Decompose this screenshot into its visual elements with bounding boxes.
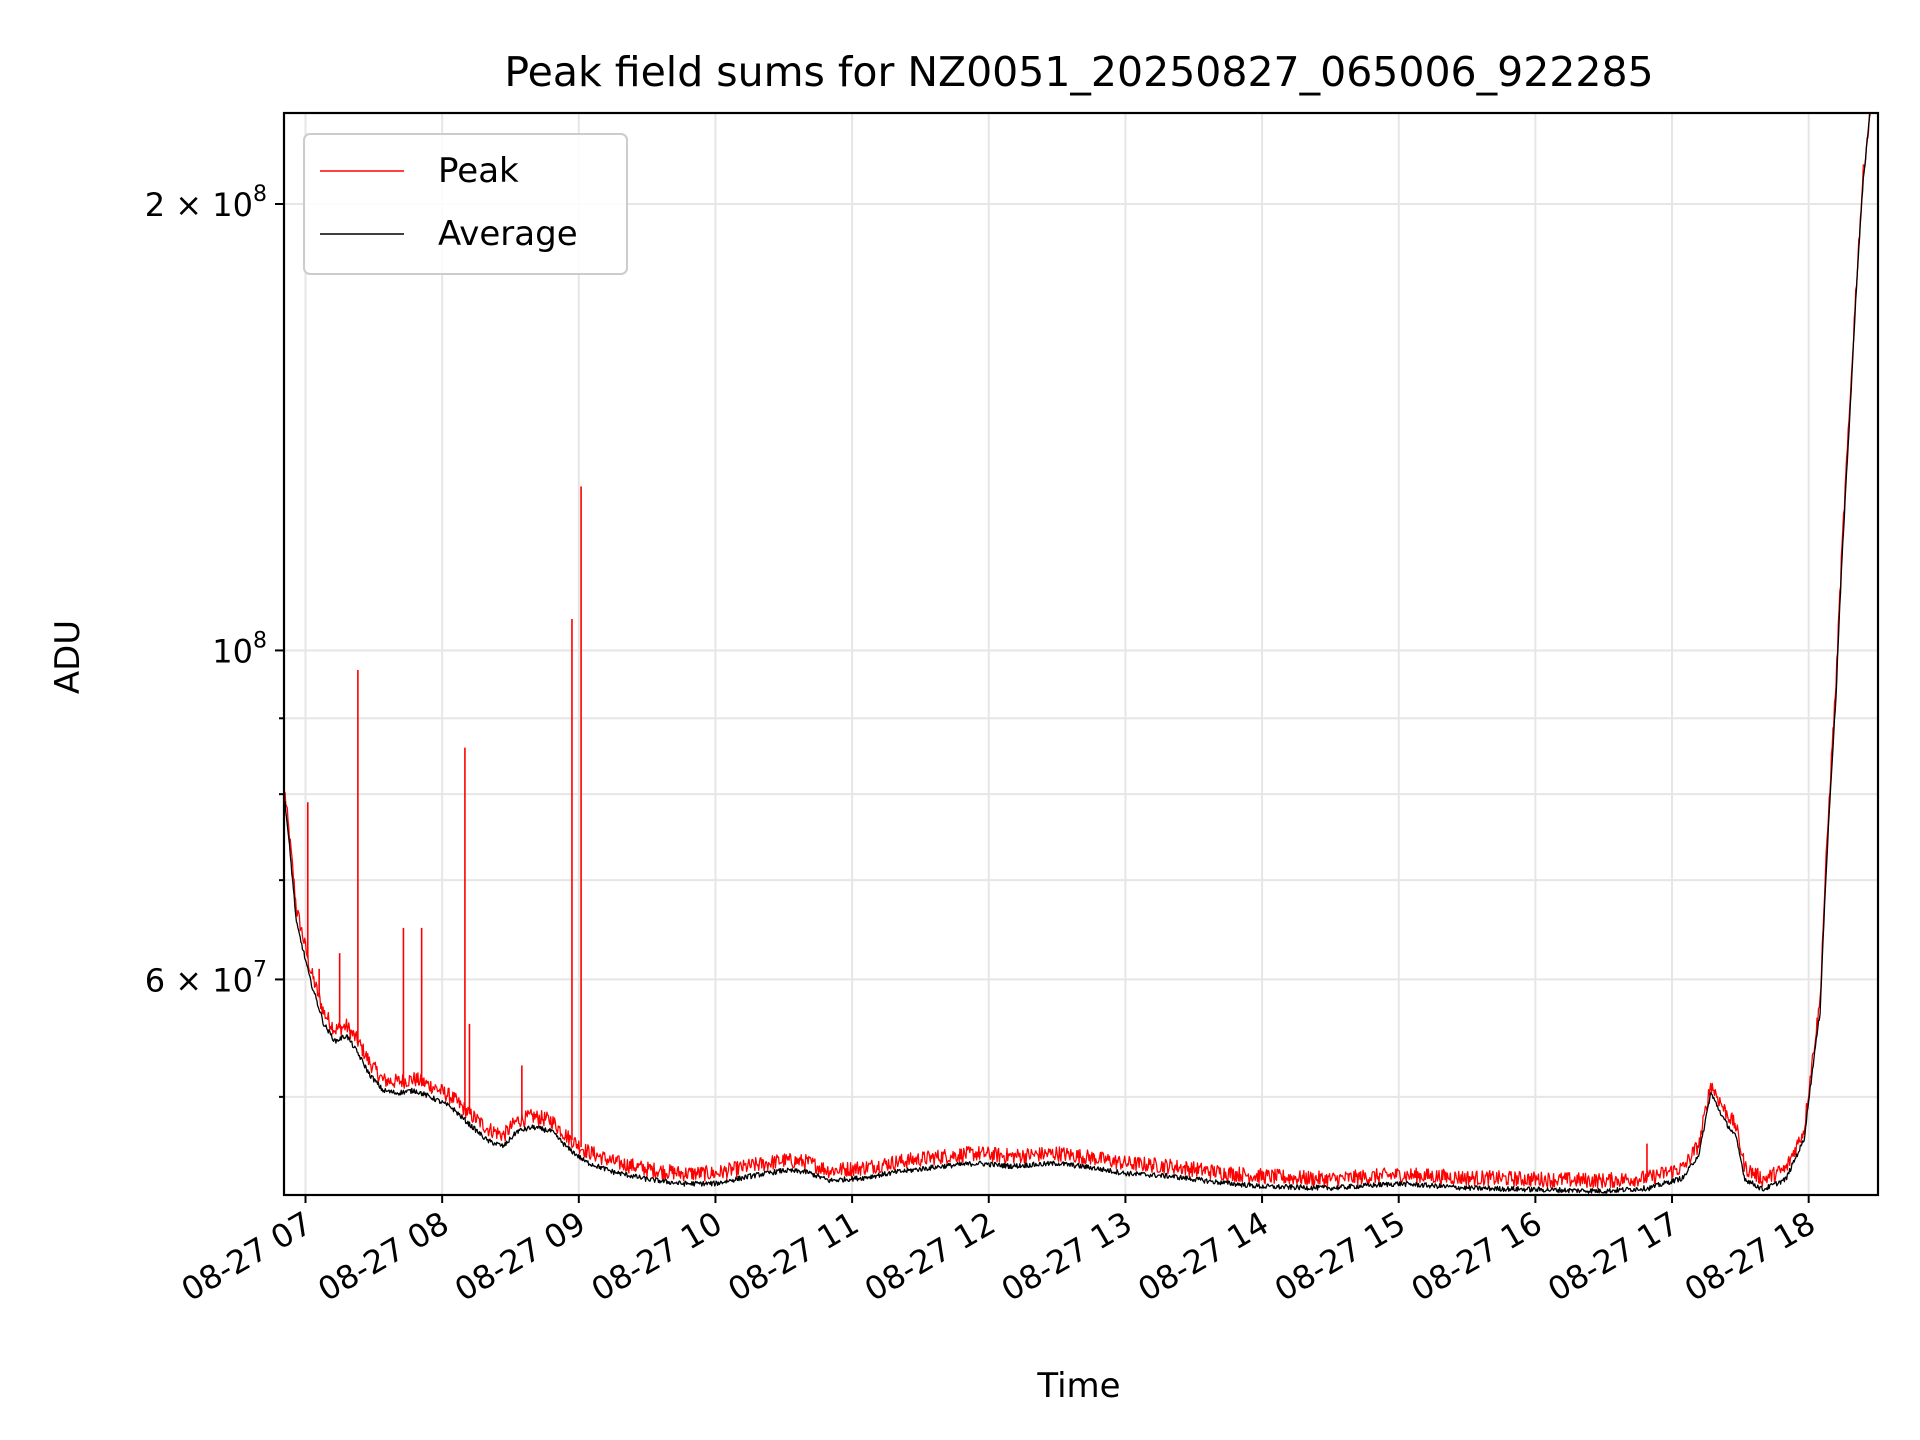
- y-tick-label: 6 × 107: [145, 957, 267, 999]
- y-tick-exponent: 7: [253, 957, 267, 982]
- y-tick-exponent: 8: [253, 628, 267, 653]
- y-tick-exponent: 8: [253, 182, 267, 207]
- y-tick-base: 2 × 10: [145, 186, 253, 224]
- plot-frame: [282, 111, 1880, 1197]
- grid: [285, 114, 1877, 1194]
- plot-lines: [285, 114, 1871, 1194]
- y-tick-base: 6 × 10: [145, 961, 253, 999]
- y-tick-base: 10: [212, 632, 253, 670]
- series-line-peak: [285, 114, 1871, 1189]
- x-axis-label: Time: [1036, 1366, 1120, 1406]
- y-axis-label: ADU: [48, 620, 88, 694]
- chart-title: Peak field sums for NZ0051_20250827_0650…: [504, 48, 1653, 96]
- legend: Peak Average: [303, 133, 628, 275]
- series-line-average: [285, 114, 1871, 1194]
- y-tick-label: 2 × 108: [145, 182, 267, 224]
- y-tick-label: 108: [212, 628, 267, 670]
- legend-peak-label: Peak: [438, 151, 519, 191]
- legend-box: [303, 133, 628, 275]
- legend-average-label: Average: [438, 214, 578, 254]
